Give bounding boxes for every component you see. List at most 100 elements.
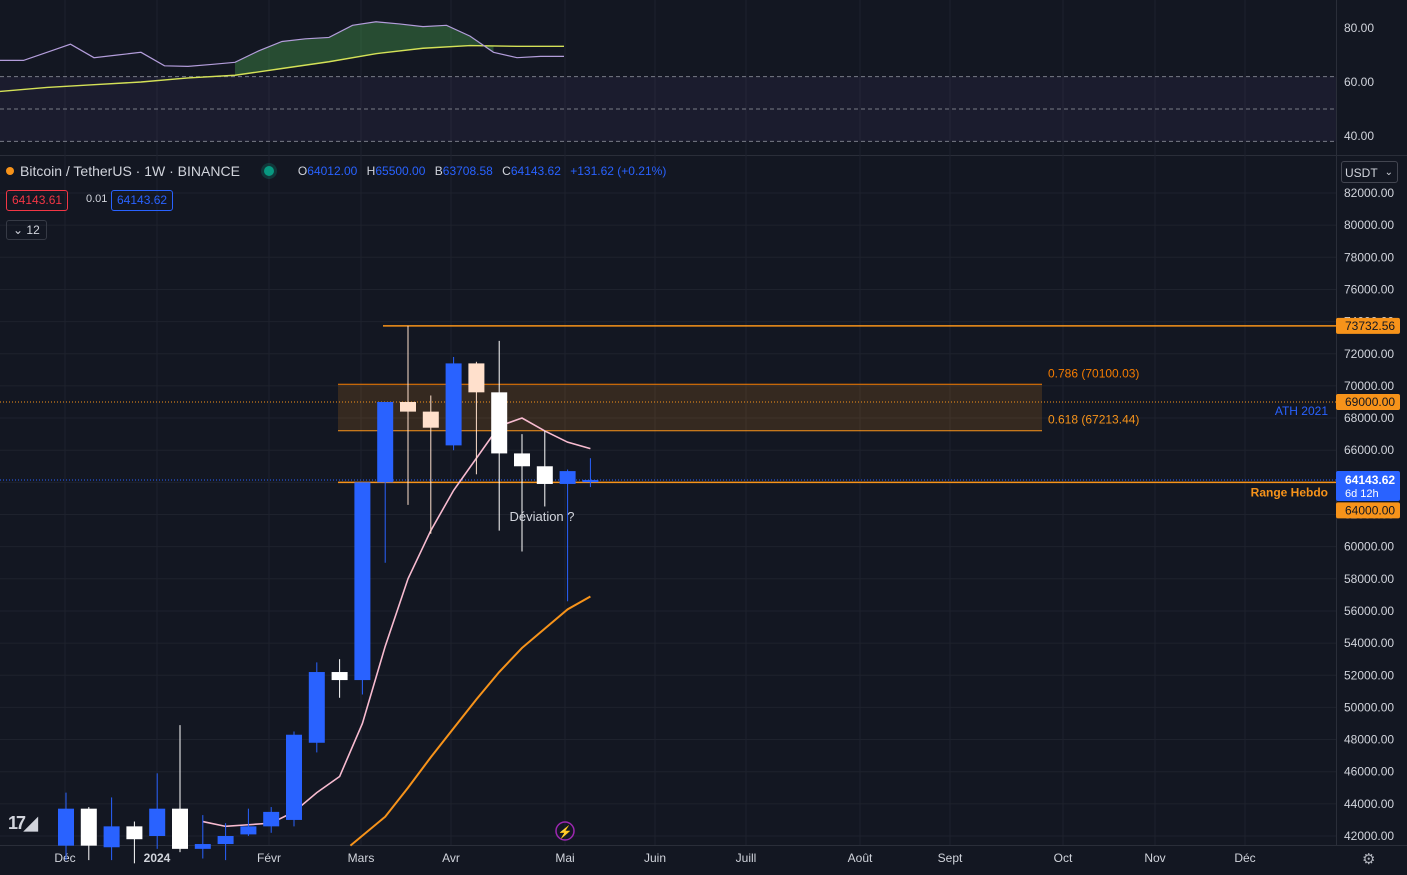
x-tick-label: Févr: [257, 851, 281, 865]
candle-body: [422, 411, 439, 428]
candle-body: [582, 480, 599, 483]
candle-body: [354, 482, 371, 681]
x-tick-label: Mars: [348, 851, 375, 865]
currency-select[interactable]: USDT ⌄: [1341, 161, 1398, 183]
x-tick-label: 2024: [144, 851, 171, 865]
x-tick-label: Nov: [1144, 851, 1165, 865]
y-tick-label: 48000.00: [1344, 733, 1394, 747]
y-tick-label: 66000.00: [1344, 443, 1394, 457]
ma-fast-line: [202, 417, 591, 828]
candle-body: [240, 826, 257, 835]
bar-countdown: 6d 12h: [1345, 488, 1379, 500]
y-tick-label: 72000.00: [1344, 347, 1394, 361]
oscillator-main-line: [0, 21, 564, 67]
y-tick-label: 68000.00: [1344, 411, 1394, 425]
candle-body: [536, 466, 553, 484]
y-tick-label: 82000.00: [1344, 186, 1394, 200]
x-tick-label: Déc: [1234, 851, 1255, 865]
ath-2021-label: ATH 2021: [1275, 404, 1328, 418]
oscillator-positive-fill: [235, 21, 494, 76]
candle-body: [308, 672, 325, 743]
buy-price-button[interactable]: 64143.62: [111, 190, 174, 211]
y-tick-label: 46000.00: [1344, 765, 1394, 779]
y-tick-label: 58000.00: [1344, 572, 1394, 586]
oscillator-pane: [0, 0, 1336, 155]
y-tick-label: 42000.00: [1344, 829, 1394, 843]
x-tick-label: Déc: [54, 851, 75, 865]
y-tick-label: 54000.00: [1344, 636, 1394, 650]
open-value: 64012.00: [307, 164, 358, 178]
market-open-icon: [263, 166, 274, 176]
candle-body: [263, 811, 280, 827]
ath-2021-price-tag-bg: [1336, 393, 1400, 410]
candle-body: [217, 836, 234, 845]
range-hebdo-price-tag: 64000.00: [1345, 503, 1395, 517]
candle-body: [80, 808, 97, 846]
ath-price-tag: 73732.56: [1345, 319, 1395, 333]
y-tick-label: 76000.00: [1344, 282, 1394, 296]
bitcoin-logo-icon: [6, 167, 14, 175]
candle-body: [149, 808, 166, 836]
fib-786-label: 0.786 (70100.03): [1048, 366, 1139, 380]
indicator-count: 12: [26, 223, 40, 237]
y-tick-label: 60000.00: [1344, 540, 1394, 554]
candle-body: [58, 808, 74, 846]
ohlc-values: O64012.00 H65500.00 B63708.58 C64143.62 …: [297, 164, 667, 178]
y-tick-label: 44000.00: [1344, 797, 1394, 811]
chevron-down-icon: ⌄: [1384, 167, 1393, 178]
candle-body: [126, 826, 143, 840]
ath-price-tag-bg: [1336, 317, 1400, 334]
indicators-toggle[interactable]: ⌄ 12: [6, 220, 47, 240]
oscillator-tick-label: 40.00: [1344, 129, 1374, 143]
lightning-icon: [555, 821, 575, 841]
y-tick-label: 56000.00: [1344, 604, 1394, 618]
fib-618-label: 0.618 (67213.44): [1048, 413, 1139, 427]
candle-body: [331, 672, 348, 681]
x-tick-label: Juin: [644, 851, 666, 865]
ma-slow-line: [349, 595, 591, 847]
range-hebdo-price-tag-bg: [1336, 502, 1400, 519]
x-tick-label: Avr: [442, 851, 460, 865]
y-tick-label: 52000.00: [1344, 668, 1394, 682]
change-value: +131.62 (+0.21%): [570, 164, 667, 178]
x-tick-label: Sept: [938, 851, 963, 865]
candle-body: [377, 401, 394, 483]
fib-zone: [338, 384, 1042, 431]
candle-body: [559, 471, 576, 484]
oscillator-signal-line: [0, 44, 564, 93]
range-hebdo-label: Range Hebdo: [1251, 485, 1328, 499]
x-tick-label: Mai: [555, 851, 574, 865]
low-value: 63708.58: [442, 164, 493, 178]
close-value: 64143.62: [510, 164, 561, 178]
y-tick-label: 70000.00: [1344, 379, 1394, 393]
sell-price-button[interactable]: 64143.61: [6, 190, 69, 211]
x-tick-label: Août: [848, 851, 873, 865]
symbol-title[interactable]: Bitcoin / TetherUS · 1W · BINANCE: [20, 163, 240, 179]
tradingview-logo-icon[interactable]: 17◢: [8, 813, 38, 833]
candle-body: [468, 363, 485, 393]
gear-icon[interactable]: ⚙: [1362, 851, 1376, 868]
x-tick-label: Juill: [736, 851, 757, 865]
y-tick-label: 80000.00: [1344, 218, 1394, 232]
spread-value: 0.01: [86, 193, 108, 205]
oscillator-tick-label: 80.00: [1344, 21, 1374, 35]
candle-body: [194, 844, 211, 849]
candle-body: [400, 401, 416, 412]
candle-body: [172, 808, 188, 849]
x-tick-label: Oct: [1054, 851, 1073, 865]
deviation-annotation: Déviation ?: [509, 509, 574, 524]
oscillator-tick-label: 60.00: [1344, 75, 1374, 89]
symbol-legend: Bitcoin / TetherUS · 1W · BINANCE O64012…: [6, 163, 672, 179]
y-tick-label: 78000.00: [1344, 250, 1394, 264]
candle-body: [514, 453, 530, 467]
last-price-tag-bg: [1336, 471, 1400, 502]
candle-body: [103, 826, 120, 848]
candle-body: [491, 392, 508, 454]
candle-body: [286, 734, 302, 820]
y-tick-label: 50000.00: [1344, 700, 1394, 714]
high-value: 65500.00: [375, 164, 426, 178]
last-price-tag: 64143.62: [1345, 473, 1395, 487]
currency-value: USDT: [1345, 166, 1378, 180]
ath-2021-price-tag: 69000.00: [1345, 395, 1395, 409]
